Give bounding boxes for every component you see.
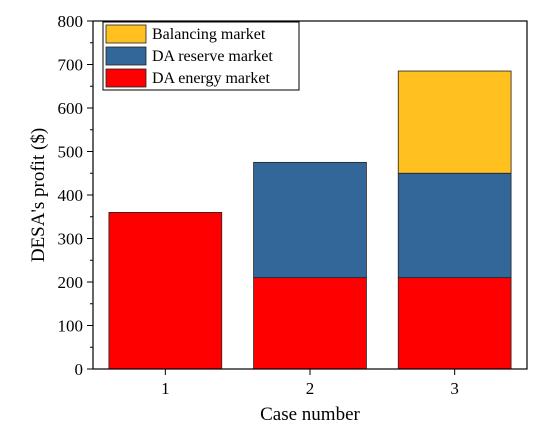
legend-swatch-da-energy-market	[105, 68, 147, 88]
bar-case-2-da-reserve-market	[253, 161, 367, 279]
y-tick-label: 700	[58, 56, 84, 75]
bar-case-3-da-reserve-market	[397, 172, 512, 279]
legend-swatch-da-reserve-market	[105, 46, 147, 66]
bar-case-3-da-energy-market	[397, 277, 512, 370]
y-tick-label: 600	[58, 99, 84, 118]
bar-case-2-da-energy-market	[253, 277, 367, 370]
x-tick-label: 1	[161, 379, 170, 398]
bar-case-3-balancing-market	[397, 70, 512, 174]
x-tick-label: 2	[306, 379, 315, 398]
legend-swatch-balancing-market	[105, 24, 147, 44]
y-axis: 0 100 200 300 400 500 600 700 800	[58, 12, 93, 379]
bars-layer	[92, 20, 528, 370]
x-axis-title: Case number	[260, 404, 360, 425]
y-tick-label: 300	[58, 230, 84, 249]
y-tick-label: 0	[75, 360, 84, 379]
legend-label-da-reserve-market: DA reserve market	[152, 48, 273, 65]
y-tick-label: 200	[58, 273, 84, 292]
bar-case-1-da-energy-market	[108, 211, 223, 370]
legend: Balancing market DA reserve market DA ener…	[102, 21, 300, 91]
y-axis-title: DESA's profit ($)	[28, 128, 49, 262]
y-tick-label: 100	[58, 317, 84, 336]
y-tick-label: 500	[58, 143, 84, 162]
legend-label-balancing-market: Balancing market	[152, 26, 266, 43]
y-tick-label: 400	[58, 186, 84, 205]
y-tick-label: 800	[58, 12, 84, 31]
x-tick-label: 3	[450, 379, 459, 398]
x-axis: 1 2 3	[161, 369, 459, 398]
legend-label-da-energy-market: DA energy market	[152, 70, 270, 87]
